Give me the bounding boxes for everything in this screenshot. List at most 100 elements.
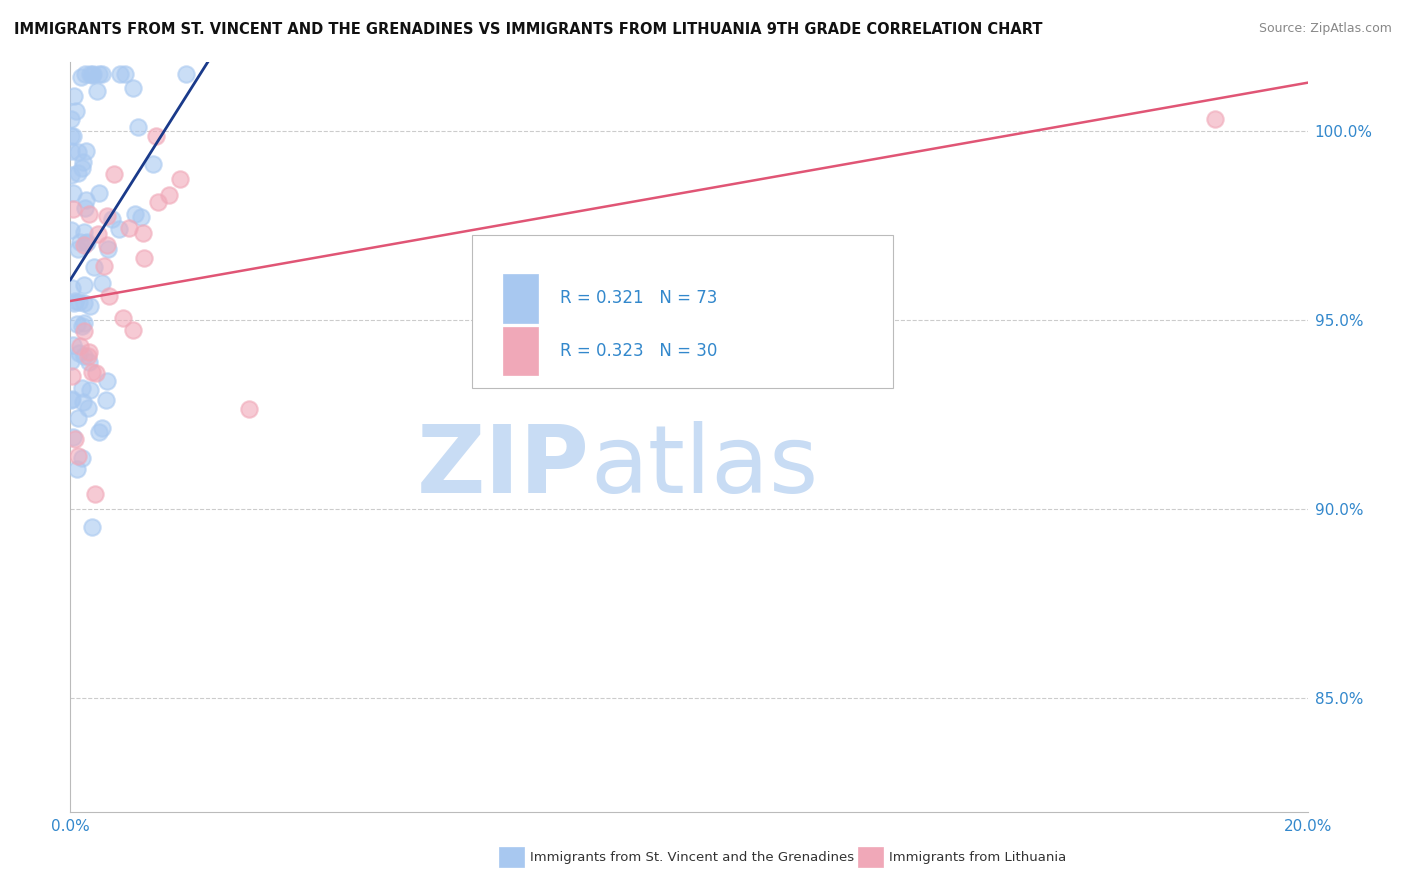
Point (69, 339, 91, 353)
Point (63, 88, 86, 103)
Point (79, 67, 101, 81)
Point (72, 395, 94, 409)
Text: Immigrants from St. Vincent and the Grenadines: Immigrants from St. Vincent and the Gren… (530, 851, 855, 863)
Point (63, 432, 86, 446)
Point (169, 172, 191, 186)
Point (66, 462, 89, 476)
Point (1204, 112, 1226, 127)
Point (75, 194, 97, 208)
Text: R = 0.323   N = 30: R = 0.323 N = 30 (560, 342, 717, 359)
Point (145, 129, 167, 144)
Point (60, 354, 83, 368)
Point (122, 323, 145, 337)
Point (96, 209, 118, 223)
Point (60, 281, 83, 295)
Point (60, 369, 83, 384)
Point (124, 207, 146, 221)
Point (59, 145, 82, 159)
Point (157, 187, 180, 202)
Point (73, 349, 96, 363)
Point (70, 319, 93, 334)
Point (73, 324, 96, 338)
Point (114, 67, 136, 81)
Point (112, 310, 135, 325)
Point (73, 238, 96, 252)
FancyBboxPatch shape (503, 326, 538, 376)
Point (100, 212, 122, 227)
Point (67, 345, 90, 359)
Point (148, 195, 170, 210)
Point (87, 425, 110, 440)
Point (70, 161, 93, 176)
Point (70, 381, 93, 395)
Point (87, 67, 110, 81)
Point (59, 168, 82, 182)
Point (73, 226, 96, 240)
Point (142, 156, 165, 170)
Point (67, 145, 90, 160)
Point (80, 68, 103, 82)
Point (62, 186, 84, 200)
Text: Immigrants from Lithuania: Immigrants from Lithuania (889, 851, 1066, 863)
Point (70, 70, 93, 84)
Text: R = 0.321   N = 73: R = 0.321 N = 73 (560, 290, 717, 308)
Point (63, 293, 86, 308)
Point (67, 295, 90, 310)
Point (62, 338, 84, 352)
Point (69, 235, 91, 249)
Point (66, 450, 89, 464)
Point (76, 401, 98, 415)
Point (60, 112, 83, 127)
Point (83, 487, 105, 501)
FancyBboxPatch shape (503, 274, 538, 323)
Point (94, 393, 117, 408)
Point (60, 392, 83, 407)
Point (60, 392, 83, 406)
Point (66, 166, 89, 180)
Point (72, 154, 94, 169)
Point (174, 67, 197, 81)
Point (82, 365, 104, 379)
Point (77, 355, 100, 369)
Text: atlas: atlas (591, 421, 818, 513)
FancyBboxPatch shape (472, 235, 893, 388)
Point (65, 103, 87, 118)
Point (73, 316, 96, 330)
Point (73, 296, 96, 310)
Text: IMMIGRANTS FROM ST. VINCENT AND THE GRENADINES VS IMMIGRANTS FROM LITHUANIA 9TH : IMMIGRANTS FROM ST. VINCENT AND THE GREN… (14, 22, 1043, 37)
Point (59, 222, 82, 236)
Point (73, 67, 96, 81)
Point (63, 296, 86, 310)
Point (97, 242, 120, 256)
Point (82, 519, 104, 533)
Point (66, 411, 89, 425)
Point (97, 288, 120, 302)
Point (238, 402, 260, 417)
Point (62, 129, 84, 144)
Point (90, 421, 112, 435)
Point (66, 242, 89, 256)
Point (108, 222, 131, 236)
Point (73, 277, 96, 292)
Point (66, 317, 89, 331)
Point (121, 81, 143, 95)
Point (87, 227, 110, 242)
Point (76, 235, 98, 249)
Point (82, 67, 104, 81)
Point (110, 67, 132, 81)
Point (75, 235, 97, 250)
Point (84, 367, 107, 381)
Point (89, 186, 111, 201)
Point (86, 85, 108, 99)
Point (90, 276, 112, 290)
Point (59, 129, 82, 144)
Point (75, 144, 97, 158)
Point (83, 260, 105, 274)
Point (96, 374, 118, 388)
Point (70, 450, 93, 465)
Point (118, 220, 141, 235)
Point (96, 238, 118, 252)
Point (62, 430, 84, 444)
Text: ZIP: ZIP (418, 421, 591, 513)
Point (79, 384, 101, 398)
